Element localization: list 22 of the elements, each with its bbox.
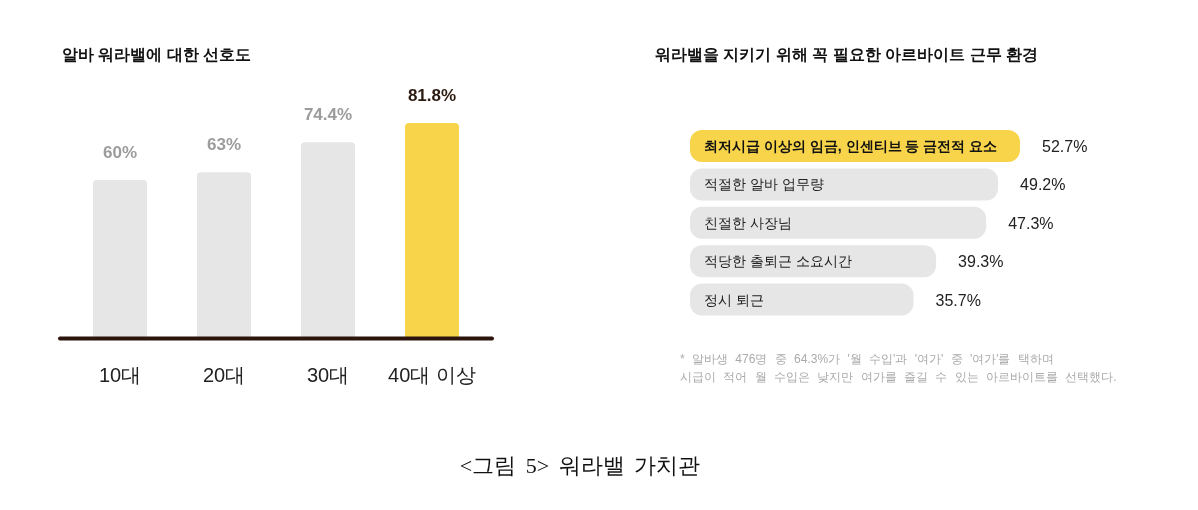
x-tick-label: 40대 이상 <box>388 364 476 386</box>
data-label: 47.3% <box>1008 214 1054 232</box>
x-tick-label: 30대 <box>306 364 350 386</box>
data-label: 49.2% <box>1020 176 1066 194</box>
x-tick-label: 20대 <box>202 364 246 386</box>
y-tick-label: 적절한 알바 업무량 <box>704 176 824 193</box>
data-label: 63% <box>207 135 241 155</box>
y-tick-label: 정시 퇴근 <box>704 291 764 308</box>
title: 알바 워라밸에 대한 선호도 <box>62 46 252 63</box>
annotation: <그림 5> 워라밸 가치관 <box>459 453 701 478</box>
data-label: 81.8% <box>407 86 457 105</box>
y-tick-label: 최저시급 이상의 임금, 인센티브 등 금전적 요소 <box>704 138 998 154</box>
data-label: 60% <box>103 143 137 163</box>
data-label: 74.4% <box>303 105 353 125</box>
data-label: 52.7% <box>1042 138 1088 155</box>
annotation: * 알바생 476명 중 64.3%가 '월 수입'과 '여가' 중 '여가'를 택하며 시급이 적어 월 수입은 낮지만 여가를 즐길 수 있는 아르바이트를 선택했다. <box>680 352 1117 384</box>
data-label: 39.3% <box>958 253 1004 271</box>
y-tick-label: 적당한 출퇴근 소요시간 <box>704 253 852 270</box>
x-tick-label: 10대 <box>98 364 142 386</box>
y-tick-label: 친절한 사장님 <box>704 214 792 231</box>
data-label: 35.7% <box>935 291 981 309</box>
title: 워라밸을 지키기 위해 꼭 필요한 아르바이트 근무 환경 <box>655 46 1039 63</box>
